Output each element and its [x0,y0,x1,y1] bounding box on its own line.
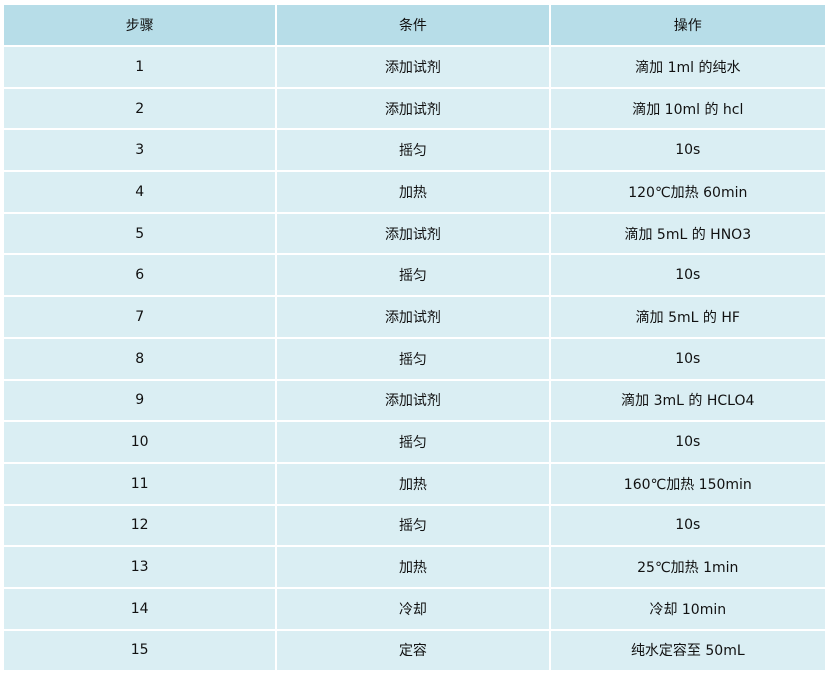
cell-condition: 加热 [275,545,551,589]
table-row: 2 添加试剂 滴加 10ml 的 hcl [1,86,828,131]
cell-operation: 25℃加热 1min [548,545,828,589]
cell-operation: 滴加 3mL 的 HCLO4 [548,378,828,423]
cell-operation: 10s [548,503,828,548]
cell-operation: 冷却 10min [548,586,828,631]
cell-operation: 10s [548,253,828,298]
header-step: 步骤 [1,3,278,47]
table-row: 1 添加试剂 滴加 1ml 的纯水 [1,45,828,89]
table-row: 8 摇匀 10s [1,336,828,381]
cell-operation: 10s [548,336,828,381]
cell-condition: 摇匀 [275,503,551,548]
cell-operation: 10s [548,128,828,173]
cell-condition: 添加试剂 [275,86,551,131]
cell-operation: 纯水定容至 50mL [548,628,828,673]
table-body: 1 添加试剂 滴加 1ml 的纯水 2 添加试剂 滴加 10ml 的 hcl 3 摇匀 10s 4… [1,45,828,673]
cell-step: 13 [1,545,278,589]
cell-step: 11 [1,461,278,506]
table-row: 3 摇匀 10s [1,128,828,173]
cell-operation: 120℃加热 60min [548,170,828,214]
header-condition: 条件 [275,3,551,47]
cell-step: 10 [1,420,278,464]
cell-step: 14 [1,586,278,631]
cell-condition: 加热 [275,461,551,506]
cell-operation: 滴加 1ml 的纯水 [548,45,828,89]
table-row: 4 加热 120℃加热 60min [1,170,828,214]
table-row: 12 摇匀 10s [1,503,828,548]
table-row: 6 摇匀 10s [1,253,828,298]
cell-condition: 添加试剂 [275,211,551,256]
cell-operation: 160℃加热 150min [548,461,828,506]
cell-step: 15 [1,628,278,673]
cell-condition: 添加试剂 [275,378,551,423]
cell-condition: 加热 [275,170,551,214]
cell-condition: 摇匀 [275,336,551,381]
header-operation: 操作 [548,3,828,47]
cell-operation: 滴加 5mL 的 HF [548,295,828,339]
cell-condition: 冷却 [275,586,551,631]
table-row: 5 添加试剂 滴加 5mL 的 HNO3 [1,211,828,256]
cell-step: 9 [1,378,278,423]
cell-condition: 摇匀 [275,128,551,173]
cell-condition: 添加试剂 [275,295,551,339]
cell-condition: 定容 [275,628,551,673]
procedure-table: 步骤 条件 操作 1 添加试剂 滴加 1ml 的纯水 2 添加试剂 滴加 10ml 的 h… [1,3,828,673]
table-row: 15 定容 纯水定容至 50mL [1,628,828,673]
cell-step: 1 [1,45,278,89]
cell-step: 3 [1,128,278,173]
table-row: 14 冷却 冷却 10min [1,586,828,631]
table-row: 13 加热 25℃加热 1min [1,545,828,589]
table-row: 10 摇匀 10s [1,420,828,464]
header-row: 步骤 条件 操作 [1,3,828,47]
table-row: 9 添加试剂 滴加 3mL 的 HCLO4 [1,378,828,423]
cell-condition: 摇匀 [275,420,551,464]
table-row: 11 加热 160℃加热 150min [1,461,828,506]
cell-step: 4 [1,170,278,214]
cell-condition: 添加试剂 [275,45,551,89]
cell-step: 7 [1,295,278,339]
cell-step: 2 [1,86,278,131]
cell-step: 5 [1,211,278,256]
cell-step: 6 [1,253,278,298]
cell-operation: 滴加 5mL 的 HNO3 [548,211,828,256]
cell-condition: 摇匀 [275,253,551,298]
cell-operation: 滴加 10ml 的 hcl [548,86,828,131]
cell-step: 12 [1,503,278,548]
table-row: 7 添加试剂 滴加 5mL 的 HF [1,295,828,339]
cell-operation: 10s [548,420,828,464]
cell-step: 8 [1,336,278,381]
